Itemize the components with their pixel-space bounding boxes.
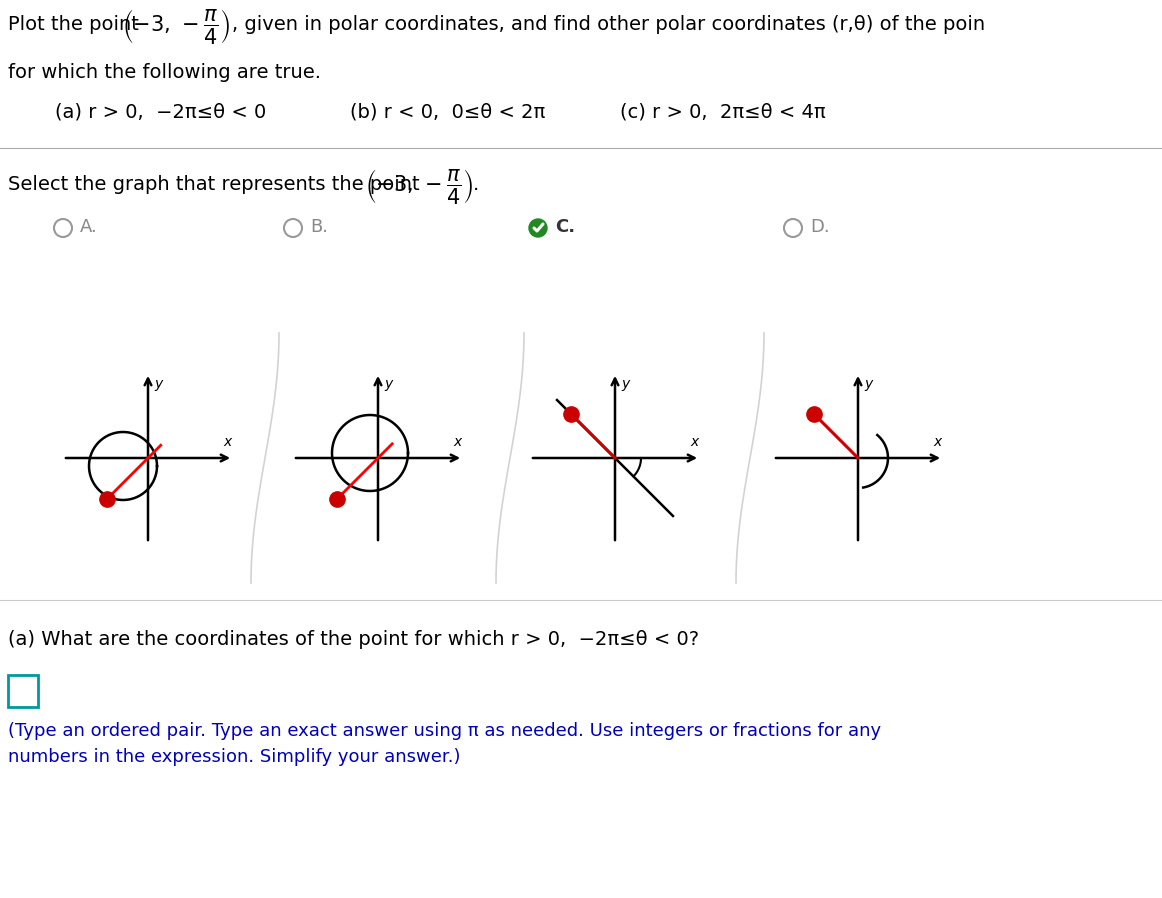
Text: , given in polar coordinates, and find other polar coordinates (r,θ) of the poin: , given in polar coordinates, and find o… <box>232 15 985 34</box>
Text: (a) What are the coordinates of the point for which r > 0,  −2π≤θ < 0?: (a) What are the coordinates of the poin… <box>8 630 700 649</box>
Text: for which the following are true.: for which the following are true. <box>8 63 321 82</box>
Text: (Type an ordered pair. Type an exact answer using π as needed. Use integers or f: (Type an ordered pair. Type an exact ans… <box>8 722 881 766</box>
Text: D.: D. <box>810 218 830 236</box>
Text: y: y <box>865 377 873 391</box>
Text: $\left(-3,\,-\dfrac{\pi}{4}\right)$: $\left(-3,\,-\dfrac{\pi}{4}\right)$ <box>122 7 230 46</box>
Text: Select the graph that represents the point: Select the graph that represents the poi… <box>8 175 426 194</box>
Circle shape <box>529 219 547 237</box>
Bar <box>8 675 38 707</box>
Text: x: x <box>690 435 698 449</box>
Text: x: x <box>453 435 461 449</box>
Text: .: . <box>473 175 479 194</box>
Text: Plot the point: Plot the point <box>8 15 145 34</box>
Text: y: y <box>621 377 630 391</box>
Text: x: x <box>933 435 941 449</box>
Text: y: y <box>155 377 163 391</box>
Text: (b) r < 0,  0≤θ < 2π: (b) r < 0, 0≤θ < 2π <box>350 103 545 122</box>
Text: (a) r > 0,  −2π≤θ < 0: (a) r > 0, −2π≤θ < 0 <box>55 103 266 122</box>
Text: B.: B. <box>310 218 328 236</box>
Text: C.: C. <box>555 218 575 236</box>
Text: y: y <box>383 377 393 391</box>
Text: (c) r > 0,  2π≤θ < 4π: (c) r > 0, 2π≤θ < 4π <box>621 103 826 122</box>
Text: $\left(-3,\,-\dfrac{\pi}{4}\right)$: $\left(-3,\,-\dfrac{\pi}{4}\right)$ <box>365 167 473 206</box>
Text: A.: A. <box>80 218 98 236</box>
Text: x: x <box>223 435 231 449</box>
